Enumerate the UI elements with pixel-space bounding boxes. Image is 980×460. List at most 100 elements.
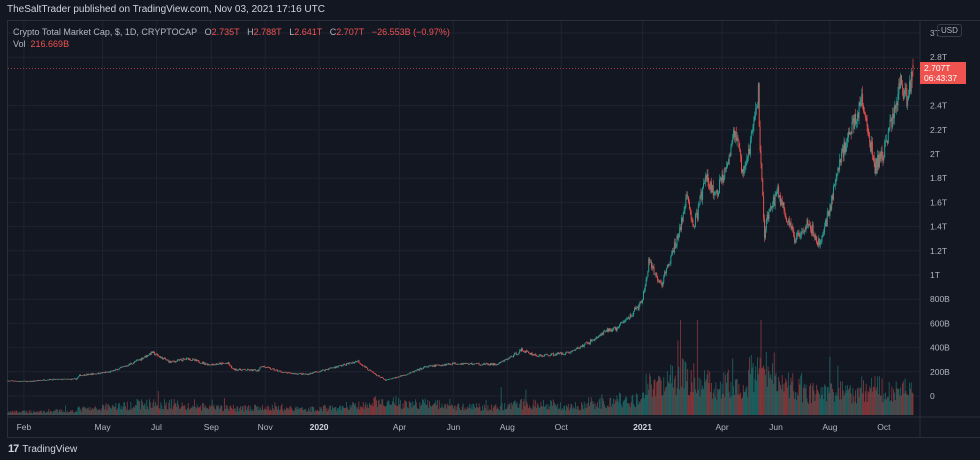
candle [419, 368, 421, 371]
volume-bar [771, 379, 773, 415]
volume-bar [829, 356, 831, 415]
volume-bar [862, 393, 864, 415]
currency-button[interactable]: USD [937, 24, 962, 37]
volume-bar [430, 405, 431, 415]
volume-bar [858, 397, 860, 415]
candle [338, 365, 340, 367]
volume-bar [645, 373, 647, 415]
volume-bar [142, 405, 144, 415]
candle [823, 232, 825, 235]
candle [295, 373, 297, 375]
candle [489, 364, 491, 366]
candle [600, 334, 602, 336]
candle [89, 374, 91, 375]
volume-bar [859, 388, 861, 415]
candle [320, 370, 322, 372]
candle [790, 222, 792, 229]
candle [480, 364, 482, 366]
candle [632, 314, 634, 317]
volume-bar [223, 410, 225, 415]
candle [564, 354, 566, 356]
candle [432, 366, 434, 367]
volume-bar [209, 407, 211, 415]
volume-bar [447, 405, 449, 415]
volume-bar [709, 371, 711, 415]
candle [853, 118, 855, 129]
volume-bar [287, 407, 289, 415]
volume-bar [872, 386, 874, 415]
volume-bar [873, 386, 875, 415]
candle [464, 363, 466, 364]
candle [617, 327, 619, 329]
volume-bar [851, 403, 853, 415]
volume-bar [700, 379, 702, 415]
candle [42, 380, 43, 381]
volume-bar [126, 401, 128, 415]
footer-brand[interactable]: 17 TradingView [8, 443, 77, 455]
volume-bar [78, 406, 80, 415]
candle [511, 356, 513, 357]
candle [417, 369, 419, 370]
candle [370, 370, 372, 372]
candle [252, 369, 254, 371]
candle [530, 352, 532, 355]
volume-bar [310, 411, 312, 415]
candle [886, 140, 888, 144]
candle [779, 195, 780, 197]
volume-bar [49, 410, 51, 415]
candle [202, 362, 204, 364]
volume-bar [239, 406, 241, 415]
candle [448, 363, 450, 365]
candle [544, 354, 546, 356]
candle [209, 364, 211, 366]
candle [491, 363, 493, 365]
volume-bar [612, 398, 614, 415]
candle [741, 168, 743, 173]
candle [255, 370, 257, 372]
volume-bar [662, 395, 664, 415]
candle [532, 354, 534, 356]
volume-bar [547, 404, 549, 415]
volume-bar [456, 406, 458, 415]
volume-bar [343, 407, 345, 415]
volume-bar [45, 412, 47, 415]
candle [266, 367, 268, 368]
volume-bar [641, 398, 643, 415]
volume-bar [696, 392, 697, 415]
symbol-title[interactable]: Crypto Total Market Cap, $, 1D, CRYPTOCA… [13, 27, 198, 37]
candle [28, 381, 30, 382]
volume-bar [892, 401, 894, 415]
volume-bar [434, 403, 436, 415]
candle [233, 368, 235, 371]
candle [180, 359, 182, 361]
candle [696, 212, 697, 215]
volume-bar [573, 407, 575, 415]
candle [713, 192, 715, 196]
volume-bar [834, 395, 836, 415]
volume-bar [87, 407, 88, 415]
volume-bar [502, 410, 504, 415]
candle [834, 182, 836, 185]
volume-bar [787, 372, 789, 415]
volume-bar [444, 404, 446, 415]
volume-bar [419, 402, 421, 415]
candle [405, 375, 407, 376]
volume-bar [738, 383, 740, 415]
volume-bar [749, 373, 751, 415]
volume-bar [195, 408, 197, 415]
volume-bar [391, 401, 393, 415]
volume-bar [687, 368, 689, 415]
volume-bar [756, 380, 758, 415]
x-tick-label: Aug [822, 422, 837, 432]
candle [705, 176, 707, 180]
volume-bar [297, 406, 299, 415]
volume-bar [196, 404, 198, 415]
candle [905, 87, 907, 89]
candle [631, 316, 633, 317]
volume-bar [445, 404, 446, 415]
volume-bar [911, 392, 913, 415]
volume-bar [384, 406, 386, 415]
volume-bar [313, 407, 315, 415]
candle [774, 195, 776, 206]
